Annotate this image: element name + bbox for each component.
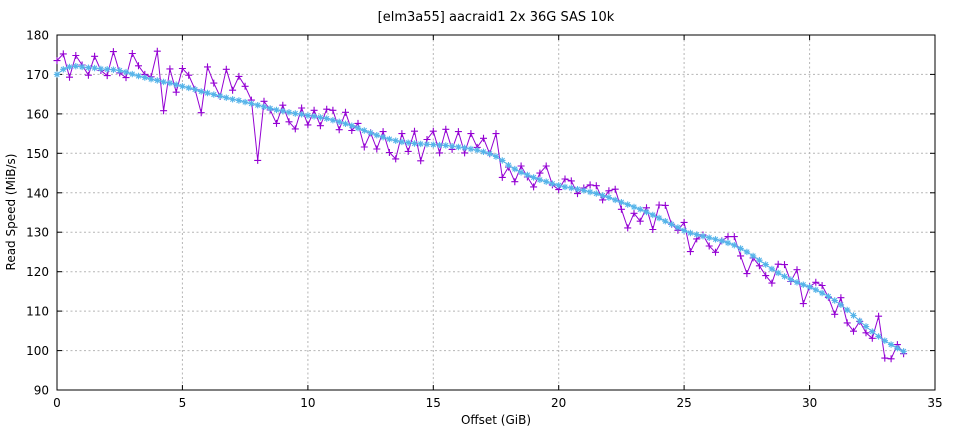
chart-title: [elm3a55] aacraid1 2x 36G SAS 10k (378, 10, 615, 25)
plot-body: 0 5 10 15 20 25 30 35 90 100 110 120 130 140 150 160 170… (26, 29, 943, 411)
y-axis-label: Read Speed (MiB/s) (4, 154, 18, 271)
y-tick-label: 120 (26, 265, 49, 279)
x-tick-label: 5 (179, 396, 187, 410)
x-tick-label: 15 (426, 396, 441, 410)
plot-border (56, 34, 936, 391)
series-markers-read-speed-smoothed (53, 63, 907, 355)
x-tick-label: 0 (53, 396, 61, 410)
y-tick-label: 110 (26, 305, 49, 319)
x-axis-label: Offset (GiB) (461, 413, 531, 427)
y-tick-label: 160 (26, 107, 49, 121)
y-tick-label: 180 (26, 29, 49, 43)
y-tick-label: 170 (26, 68, 49, 82)
x-tick-label: 10 (300, 396, 315, 410)
y-tick-label: 130 (26, 226, 49, 240)
y-tick-label: 100 (26, 344, 49, 358)
y-tick-label: 90 (34, 384, 49, 398)
series-line-read-speed-smoothed (56, 65, 904, 352)
x-tick-label: 35 (927, 396, 942, 410)
series-line-read-speed-samples (56, 49, 905, 360)
x-tick-label: 25 (676, 396, 691, 410)
x-tick-label: 30 (802, 396, 817, 410)
series-markers-read-speed-samples (53, 47, 908, 363)
x-tick-label: 20 (551, 396, 566, 410)
y-tick-label: 150 (26, 147, 49, 161)
y-tick-label: 140 (26, 186, 49, 200)
